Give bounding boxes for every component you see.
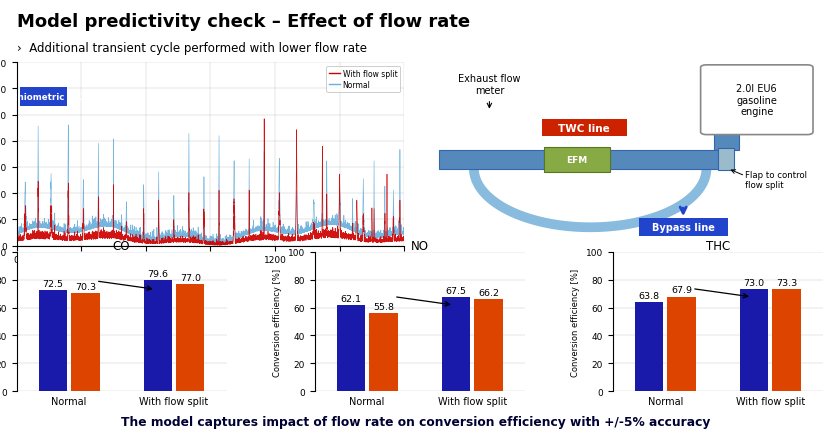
Text: Stoichiometric WLTC: Stoichiometric WLTC [0,92,94,101]
FancyBboxPatch shape [439,151,543,169]
Text: 72.5: 72.5 [42,280,63,289]
Y-axis label: Conversion efficiency [%]: Conversion efficiency [%] [273,268,283,376]
Legend: exp, sim: exp, sim [686,429,749,430]
Y-axis label: Conversion efficiency [%]: Conversion efficiency [%] [571,268,580,376]
Bar [667,297,696,391]
Bar [39,290,67,391]
Title: THC: THC [706,239,730,252]
Text: 73.3: 73.3 [776,278,797,287]
Text: ›  Additional transient cycle performed with lower flow rate: › Additional transient cycle performed w… [17,42,366,55]
Bar [635,303,663,391]
Text: 2.0l EU6
gasoline
engine: 2.0l EU6 gasoline engine [736,84,777,117]
FancyBboxPatch shape [20,88,67,106]
Bar [71,294,100,391]
Bar [337,305,365,391]
Bar [475,299,503,391]
Text: 62.1: 62.1 [341,294,361,303]
Bar [369,313,397,391]
FancyBboxPatch shape [714,132,740,151]
Text: Exhaust flow
meter: Exhaust flow meter [458,74,521,96]
Legend: With flow split, Normal: With flow split, Normal [326,67,401,93]
Text: 79.6: 79.6 [147,270,169,279]
Text: TWC line: TWC line [558,123,610,133]
Bar [740,290,768,391]
Bar [144,280,172,391]
FancyBboxPatch shape [701,66,813,135]
Text: 67.9: 67.9 [671,286,692,295]
FancyBboxPatch shape [638,218,728,236]
FancyBboxPatch shape [610,151,718,169]
Text: Model predictivity check – Effect of flow rate: Model predictivity check – Effect of flo… [17,13,470,31]
Text: Flap to control
flow split: Flap to control flow split [745,170,807,190]
Text: 67.5: 67.5 [445,286,466,295]
Text: 55.8: 55.8 [373,303,394,312]
Title: CO: CO [113,239,130,252]
Title: NO: NO [411,239,429,252]
Text: 63.8: 63.8 [638,292,660,301]
Text: 70.3: 70.3 [75,283,96,292]
FancyBboxPatch shape [543,147,610,173]
Text: 77.0: 77.0 [179,273,201,282]
FancyBboxPatch shape [718,149,734,171]
Text: EFM: EFM [566,156,588,165]
Text: The model captures impact of flow rate on conversion efficiency with +/-5% accur: The model captures impact of flow rate o… [120,415,711,428]
Text: 73.0: 73.0 [744,279,765,288]
Bar [772,289,800,391]
Bar [176,284,204,391]
Legend: exp, sim: exp, sim [388,429,451,430]
FancyBboxPatch shape [542,120,627,137]
Text: 66.2: 66.2 [478,288,499,297]
Bar [442,298,470,391]
Text: Bypass line: Bypass line [652,222,715,232]
Legend: exp, sim: exp, sim [91,429,153,430]
